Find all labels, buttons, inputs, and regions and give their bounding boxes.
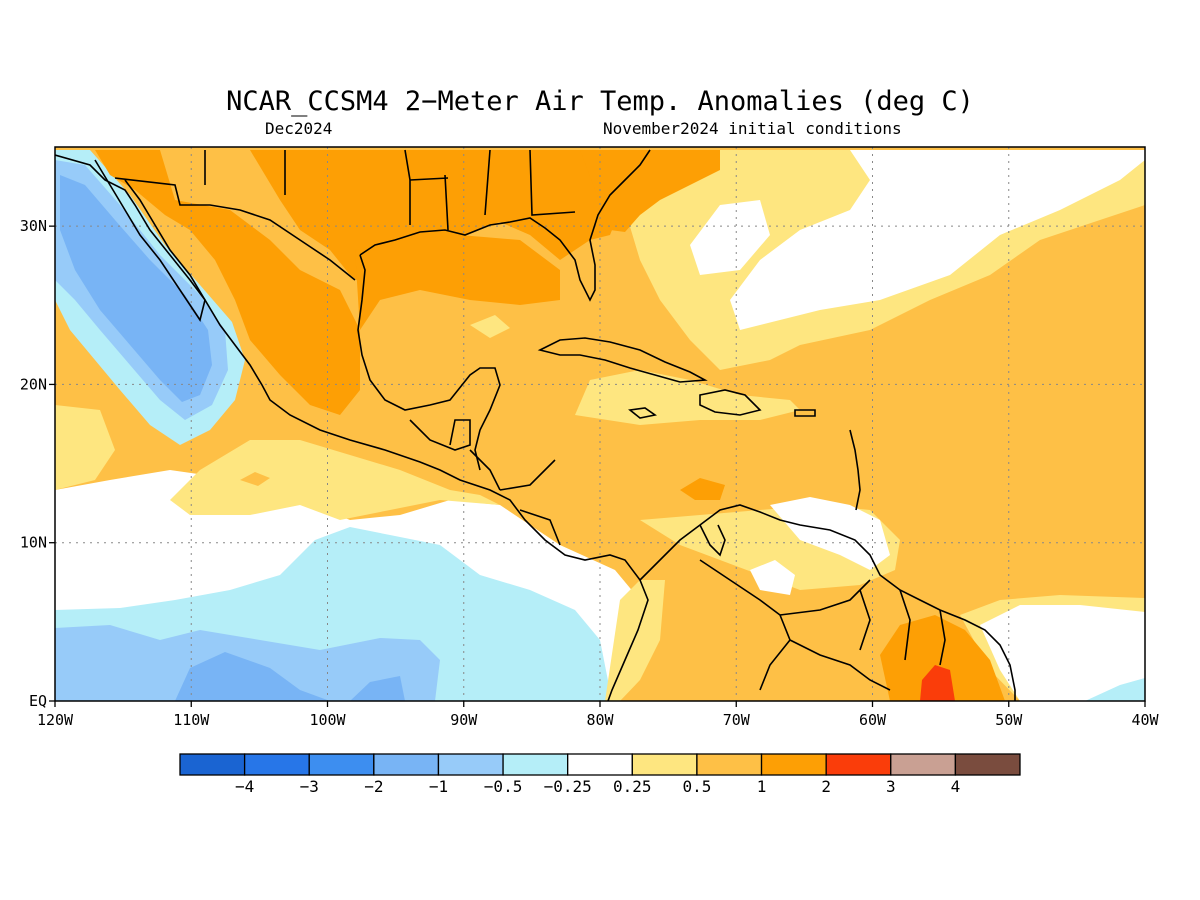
lon-tick-label: 50W bbox=[995, 711, 1023, 729]
colorbar-label: −3 bbox=[300, 777, 319, 796]
colorbar-swatch bbox=[308, 753, 375, 776]
lat-tick-label: 20N bbox=[20, 375, 47, 393]
colorbar-swatch bbox=[373, 753, 440, 776]
lon-tick-label: 40W bbox=[1131, 711, 1159, 729]
coastline-antilles bbox=[849, 429, 861, 511]
colorbar-label: 3 bbox=[886, 777, 896, 796]
colorbar-swatch bbox=[825, 753, 892, 776]
colorbar-swatch bbox=[696, 753, 763, 776]
coastlines bbox=[55, 149, 1016, 701]
map-axes: 120W 110W 100W 90W 80W 70W 60W 50W 40W EQ 10N 20N 30… bbox=[20, 217, 1160, 729]
anomaly-field-cool-patch bbox=[350, 676, 405, 701]
colorbar-label: 0.25 bbox=[613, 777, 652, 796]
border-us-states bbox=[204, 149, 576, 231]
colorbar-label: −2 bbox=[364, 777, 383, 796]
lon-tick-label: 100W bbox=[309, 711, 346, 729]
anomaly-field-cool-pacific-strong bbox=[60, 175, 212, 402]
grid-lines bbox=[55, 147, 1145, 701]
anomaly-field-cool-tropics-strong bbox=[175, 652, 330, 701]
colorbar-label: −1 bbox=[429, 777, 448, 796]
coastline-baja bbox=[94, 159, 206, 322]
coastline-cuba bbox=[537, 337, 708, 383]
forecast-month: Dec2024 bbox=[265, 119, 333, 138]
coastline-puerto-rico bbox=[794, 409, 816, 417]
colorbar-swatch bbox=[567, 753, 633, 776]
anomaly-field-neutral-venezuela bbox=[750, 560, 795, 595]
map-title: NCAR_CCSM4 2−Meter Air Temp. Anomalies (… bbox=[226, 86, 974, 117]
colorbar-swatch bbox=[890, 753, 957, 776]
anomaly-field-warm-gulf-interior bbox=[355, 235, 560, 330]
colorbar-swatch bbox=[502, 753, 569, 776]
lon-tick-label: 110W bbox=[173, 711, 210, 729]
colorbar-swatch bbox=[631, 753, 698, 776]
coastline-north-america bbox=[55, 154, 649, 701]
border-central-america bbox=[409, 419, 561, 546]
anomaly-field-neutral-caribbean bbox=[770, 497, 890, 570]
colorbar-label: −4 bbox=[235, 777, 254, 796]
colorbar: −4 −3 −2 −1 −0.5 −0.25 0.25 0.5 1 2 3 4 bbox=[179, 753, 1021, 796]
anomaly-field-neutral-south-atlantic bbox=[980, 605, 1145, 701]
anomaly-field-warm-us-east bbox=[580, 150, 720, 232]
colorbar-swatch bbox=[243, 753, 310, 776]
colorbar-swatch bbox=[437, 753, 504, 776]
border-us-mexico bbox=[114, 177, 356, 281]
coastline-south-america bbox=[639, 504, 1016, 701]
anomaly-field-neutral-atlantic-2 bbox=[690, 200, 770, 275]
coastline-jamaica bbox=[628, 407, 657, 419]
anomaly-field-cool-south-atlantic bbox=[1085, 678, 1145, 701]
coastline-mexico-gulf bbox=[357, 254, 501, 471]
colorbar-label: 0.5 bbox=[682, 777, 711, 796]
colorbar-label: −0.25 bbox=[544, 777, 592, 796]
lon-tick-label: 120W bbox=[37, 711, 74, 729]
coastline-maracaibo bbox=[699, 524, 726, 557]
lat-tick-label: 10N bbox=[20, 534, 47, 552]
anomaly-field-weak-warm-pacific bbox=[55, 405, 115, 490]
anomaly-field-warm-small-pacific bbox=[240, 472, 270, 486]
initial-conditions-label: November2024 initial conditions bbox=[603, 119, 902, 138]
coastline-gulf bbox=[359, 149, 651, 302]
anomaly-field-warm-guiana bbox=[880, 615, 1005, 701]
colorbar-swatch bbox=[179, 753, 246, 776]
colorbar-swatch bbox=[954, 753, 1021, 776]
border-south-america bbox=[699, 559, 946, 691]
lon-tick-label: 90W bbox=[450, 711, 478, 729]
lon-tick-label: 60W bbox=[859, 711, 887, 729]
lon-tick-label: 70W bbox=[723, 711, 751, 729]
colorbar-swatch bbox=[760, 753, 827, 776]
colorbar-label: −0.5 bbox=[484, 777, 523, 796]
anomaly-field-weak-warm-gulf bbox=[470, 315, 510, 338]
anomaly-field-weak-warm-band bbox=[170, 440, 500, 520]
lat-tick-label: EQ bbox=[29, 692, 47, 710]
lat-tick-label: 30N bbox=[20, 217, 47, 235]
colorbar-label: 2 bbox=[821, 777, 831, 796]
coastline-hispaniola bbox=[699, 389, 762, 416]
anomaly-field-hot-guiana bbox=[920, 665, 955, 701]
anomaly-field-warm-us-gulf bbox=[250, 150, 660, 290]
anomaly-field-warm-mexico bbox=[95, 150, 360, 415]
colorbar-label: 1 bbox=[757, 777, 767, 796]
anomaly-field-warm-venezuela bbox=[680, 478, 725, 500]
colorbar-label: 4 bbox=[951, 777, 961, 796]
lon-tick-label: 80W bbox=[586, 711, 614, 729]
anomaly-field-neutral-atlantic bbox=[730, 150, 1145, 330]
